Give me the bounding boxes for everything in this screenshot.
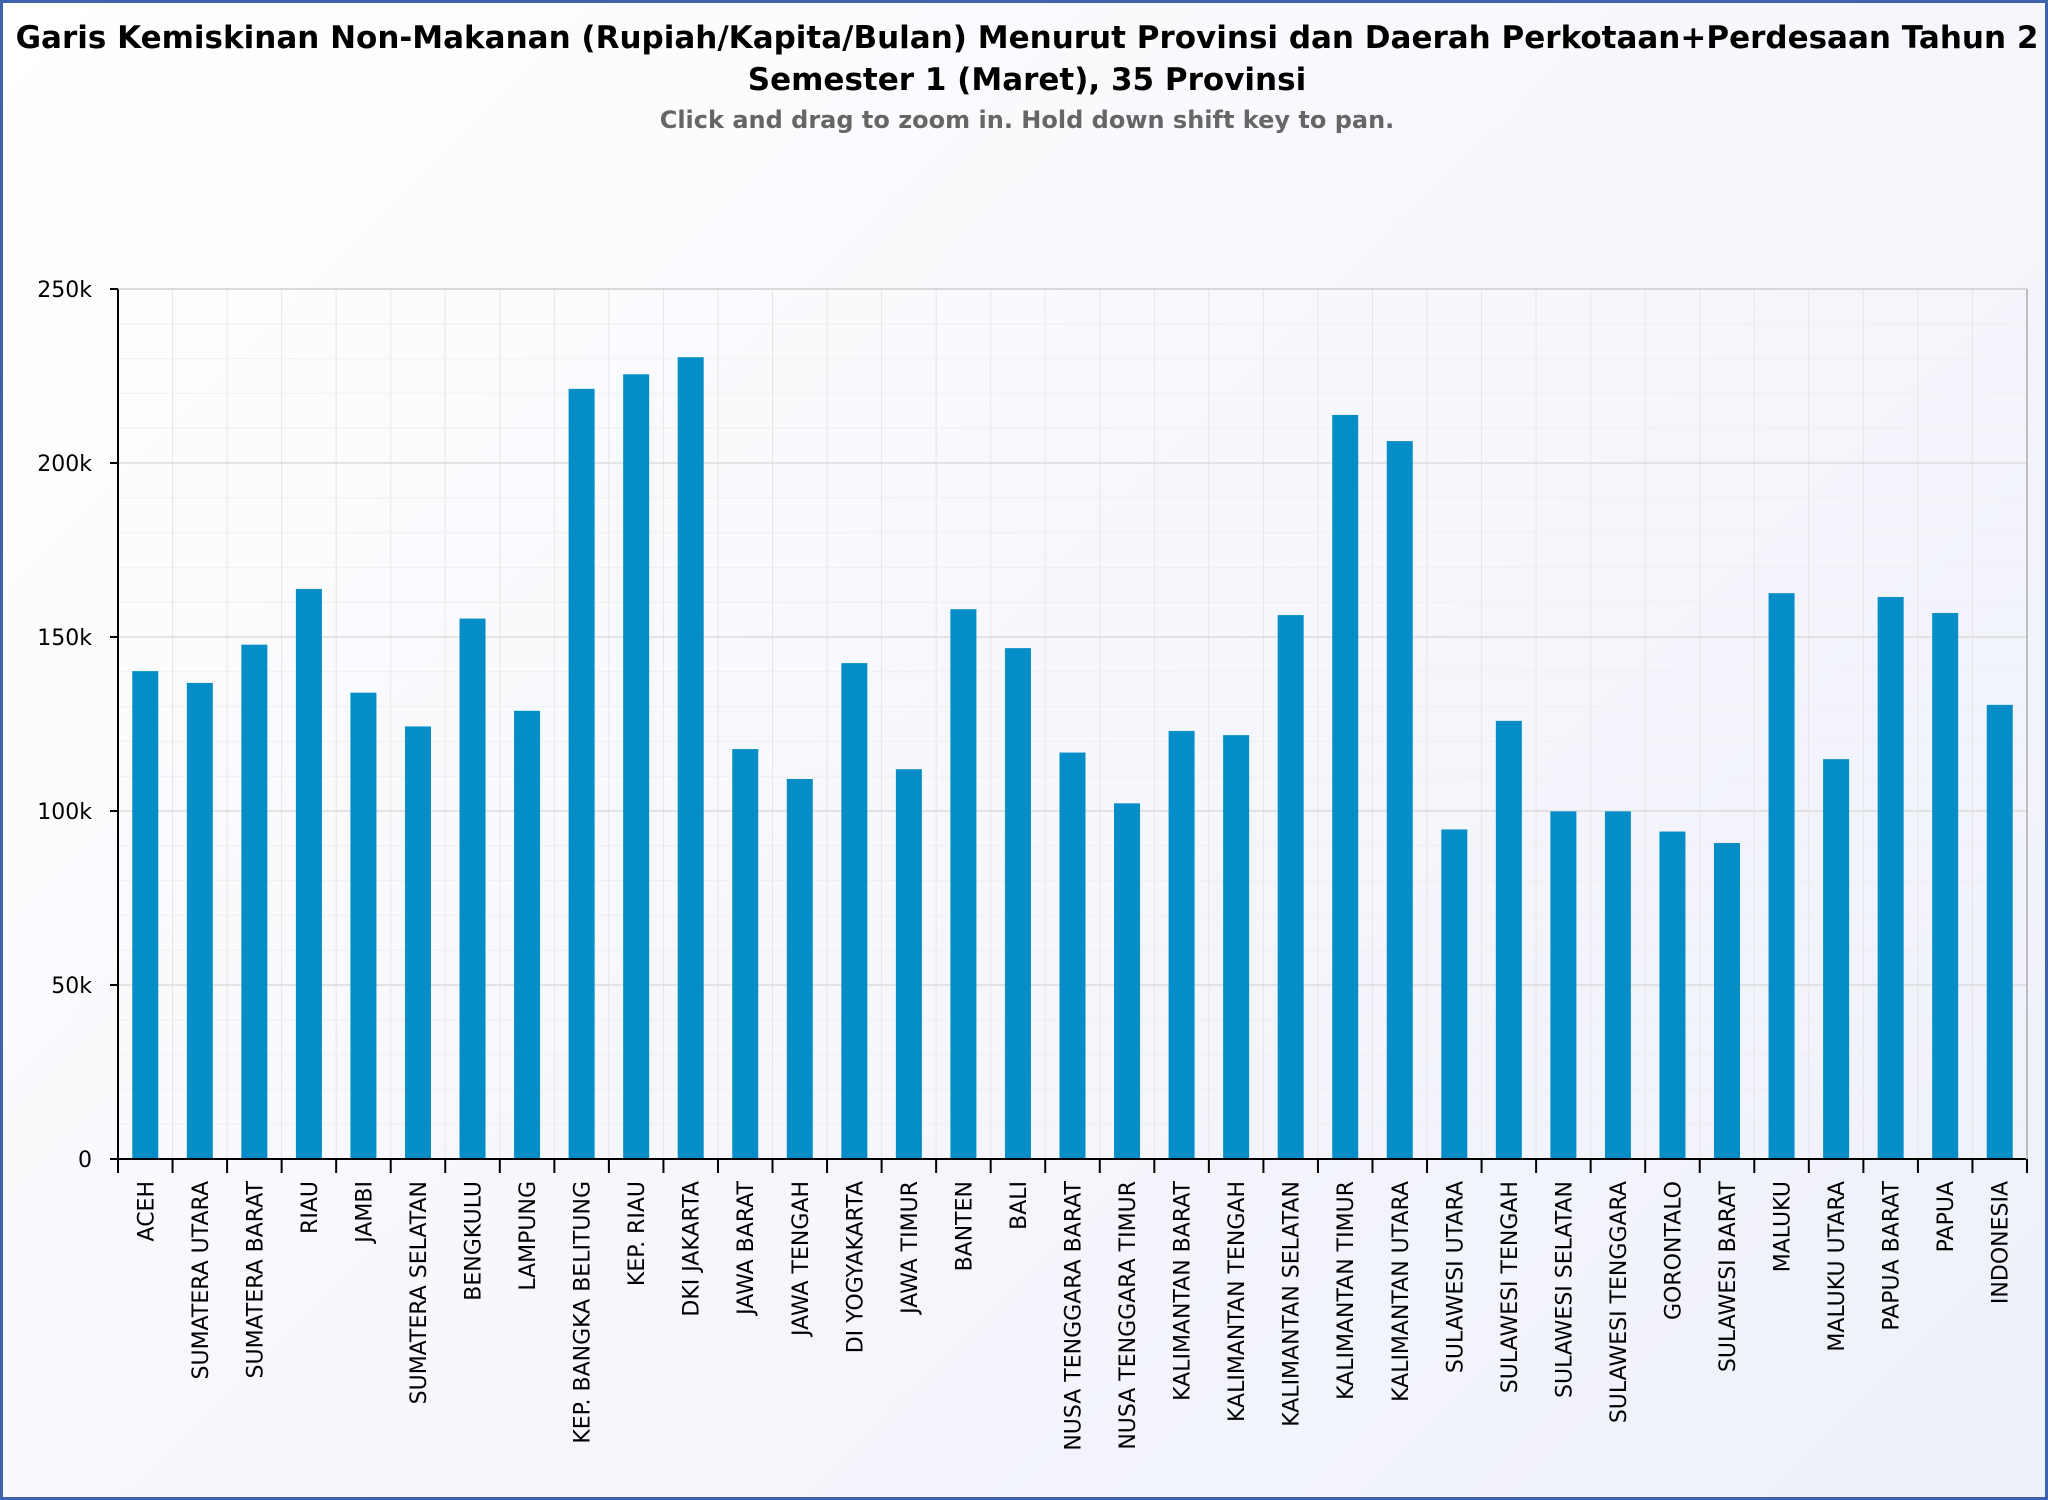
- bar[interactable]: [404, 726, 431, 1159]
- x-tick-label: KEP. RIAU: [625, 1181, 650, 1286]
- bar[interactable]: [1386, 441, 1413, 1159]
- x-tick-label: MALUKU UTARA: [1825, 1181, 1850, 1352]
- bar[interactable]: [1441, 829, 1468, 1159]
- x-tick-label: INDONESIA: [1989, 1181, 2014, 1304]
- x-tick-label: DI YOGYAKARTA: [843, 1181, 868, 1353]
- x-tick-label: SULAWESI UTARA: [1443, 1181, 1468, 1373]
- x-tick-label: PAPUA: [1934, 1181, 1959, 1252]
- bar[interactable]: [623, 374, 650, 1159]
- bar[interactable]: [1495, 720, 1522, 1159]
- bar[interactable]: [1714, 843, 1741, 1159]
- x-tick-label: BENGKULU: [462, 1181, 487, 1301]
- x-tick-label: JAWA TENGAH: [789, 1181, 814, 1338]
- x-tick-label: KALIMANTAN BARAT: [1171, 1180, 1196, 1400]
- bar[interactable]: [350, 692, 377, 1159]
- chart-subtitle: Click and drag to zoom in. Hold down shi…: [659, 106, 1395, 134]
- x-tick-label: RIAU: [298, 1181, 323, 1234]
- bar[interactable]: [1223, 735, 1250, 1159]
- x-tick-label: KALIMANTAN UTARA: [1389, 1181, 1414, 1402]
- x-tick-label: BANTEN: [952, 1181, 977, 1271]
- x-tick-label: PAPUA BARAT: [1880, 1180, 1905, 1330]
- bar[interactable]: [1823, 759, 1850, 1159]
- x-tick-label: SULAWESI SELATAN: [1552, 1181, 1577, 1398]
- bar[interactable]: [459, 618, 486, 1159]
- x-tick-label: ACEH: [134, 1181, 159, 1241]
- chart-title-line-2: Semester 1 (Maret), 35 Provinsi: [747, 62, 1307, 98]
- bar[interactable]: [1986, 704, 2013, 1159]
- bar[interactable]: [1059, 752, 1086, 1159]
- bar[interactable]: [1332, 414, 1359, 1159]
- bar[interactable]: [732, 749, 759, 1159]
- chart-title-line-1: Garis Kemiskinan Non-Makanan (Rupiah/Kap…: [15, 20, 2039, 56]
- chart-plot[interactable]: 0 50k 100k 150k 200k 250k ACEH SUMATERA UTARA SU…: [3, 3, 2045, 1497]
- bar[interactable]: [295, 588, 322, 1159]
- bar[interactable]: [1114, 803, 1141, 1159]
- x-tick-label: SULAWESI BARAT: [1716, 1180, 1741, 1372]
- x-tick-label: SUMATERA BARAT: [243, 1180, 268, 1378]
- x-tick-label: SUMATERA SELATAN: [407, 1181, 432, 1404]
- x-tick-label: MALUKU: [1771, 1181, 1796, 1272]
- bars-layer: [132, 357, 2013, 1160]
- x-tick-label: KALIMANTAN TIMUR: [1334, 1181, 1359, 1400]
- x-tick-label: BALI: [1007, 1181, 1032, 1230]
- x-tick-label: LAMPUNG: [516, 1181, 541, 1291]
- y-tick-label: 250k: [37, 278, 92, 303]
- bar[interactable]: [132, 671, 159, 1159]
- axes-layer: [110, 288, 2028, 1173]
- bar[interactable]: [1768, 593, 1795, 1159]
- x-tick-label: KALIMANTAN TENGAH: [1225, 1181, 1250, 1422]
- y-tick-label: 50k: [51, 974, 92, 999]
- x-tick-label: JAWA BARAT: [734, 1180, 759, 1316]
- bar[interactable]: [786, 778, 813, 1159]
- bar[interactable]: [1877, 596, 1904, 1159]
- y-tick-label: 0: [78, 1148, 92, 1173]
- x-tick-label: SUMATERA UTARA: [189, 1181, 214, 1380]
- bar[interactable]: [1277, 615, 1304, 1159]
- x-tick-label: KALIMANTAN SELATAN: [1280, 1181, 1305, 1427]
- bar[interactable]: [1168, 730, 1195, 1159]
- bar[interactable]: [841, 663, 868, 1159]
- x-tick-label: DKI JAKARTA: [680, 1181, 705, 1317]
- x-tick-label: GORONTALO: [1661, 1181, 1686, 1320]
- labels-layer: 0 50k 100k 150k 200k 250k ACEH SUMATERA UTARA SU…: [37, 278, 2013, 1451]
- bar[interactable]: [895, 769, 922, 1159]
- bar[interactable]: [568, 388, 595, 1160]
- bar[interactable]: [1604, 811, 1631, 1159]
- x-tick-label: NUSA TENGGARA TIMUR: [1116, 1181, 1141, 1450]
- bar[interactable]: [241, 644, 268, 1159]
- bar[interactable]: [186, 682, 213, 1159]
- x-tick-label: NUSA TENGGARA BARAT: [1062, 1180, 1087, 1450]
- bar[interactable]: [1932, 612, 1959, 1159]
- y-tick-label: 150k: [37, 626, 92, 651]
- bar[interactable]: [950, 609, 977, 1159]
- x-tick-label: JAMBI: [352, 1181, 377, 1245]
- chart-title: Garis Kemiskinan Non-Makanan (Rupiah/Kap…: [3, 17, 2045, 101]
- y-tick-label: 100k: [37, 800, 92, 825]
- bar[interactable]: [677, 357, 704, 1159]
- bar[interactable]: [1004, 648, 1031, 1159]
- x-tick-label: SULAWESI TENGAH: [1498, 1181, 1523, 1393]
- bar[interactable]: [514, 710, 541, 1159]
- x-tick-label: SULAWESI TENGGARA: [1607, 1181, 1632, 1423]
- x-tick-label: KEP. BANGKA BELITUNG: [571, 1181, 596, 1444]
- bar[interactable]: [1550, 811, 1577, 1159]
- y-tick-label: 200k: [37, 452, 92, 477]
- bar[interactable]: [1659, 831, 1686, 1159]
- x-tick-label: JAWA TIMUR: [898, 1181, 923, 1316]
